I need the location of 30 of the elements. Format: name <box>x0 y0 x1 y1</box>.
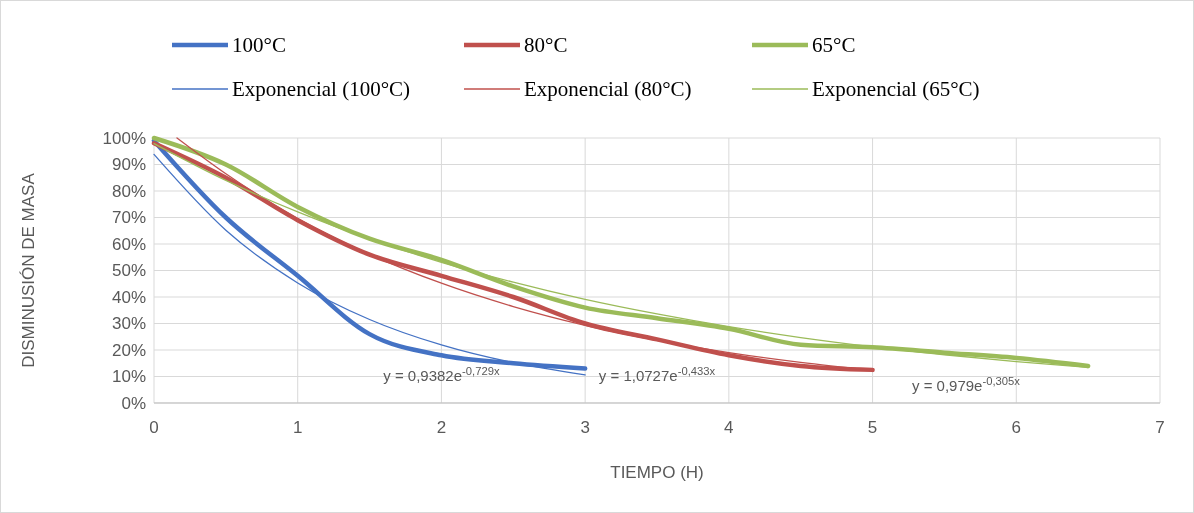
annotation: y = 0,9382e$^{-0,729x}$ <box>383 364 500 384</box>
x-tick-label: 5 <box>867 418 878 437</box>
y-tick-label: 60% <box>111 234 146 254</box>
y-tick-label: 100% <box>102 128 146 148</box>
x-tick-label: 7 <box>1155 418 1165 437</box>
y-axis-title: DISMINUSIÓN DE MASA <box>19 172 38 368</box>
annotation: y = 1,0727e$^{-0,433x}$ <box>598 364 716 384</box>
x-tick-label: 3 <box>580 418 590 437</box>
x-tick-label: 4 <box>724 418 734 437</box>
legend-label: 80°C <box>524 33 568 57</box>
y-tick-label: 80% <box>111 181 146 201</box>
legend-label: Exponencial (100°C) <box>232 77 411 101</box>
y-tick-label: 90% <box>111 155 146 175</box>
legend-label: 65°C <box>812 33 856 57</box>
y-tick-label: 20% <box>111 340 146 360</box>
x-tick-label: 0 <box>149 418 159 437</box>
x-tick-label: 6 <box>1011 418 1022 437</box>
y-tick-label: 40% <box>111 287 146 307</box>
y-tick-label: 10% <box>111 367 146 387</box>
y-tick-label: 0% <box>121 393 146 413</box>
legend-label: Exponencial (80°C) <box>524 77 692 101</box>
x-axis-title: TIEMPO (H) <box>610 463 704 482</box>
y-tick-label: 50% <box>111 261 146 281</box>
legend-label: Exponencial (65°C) <box>812 77 980 101</box>
legend-label: 100°C <box>232 33 286 57</box>
y-tick-label: 30% <box>111 314 146 334</box>
x-tick-label: 2 <box>436 418 447 437</box>
y-tick-label: 70% <box>111 208 146 228</box>
annotation: y = 0,979e$^{-0,305x}$ <box>911 375 1021 395</box>
x-tick-label: 1 <box>292 418 303 437</box>
